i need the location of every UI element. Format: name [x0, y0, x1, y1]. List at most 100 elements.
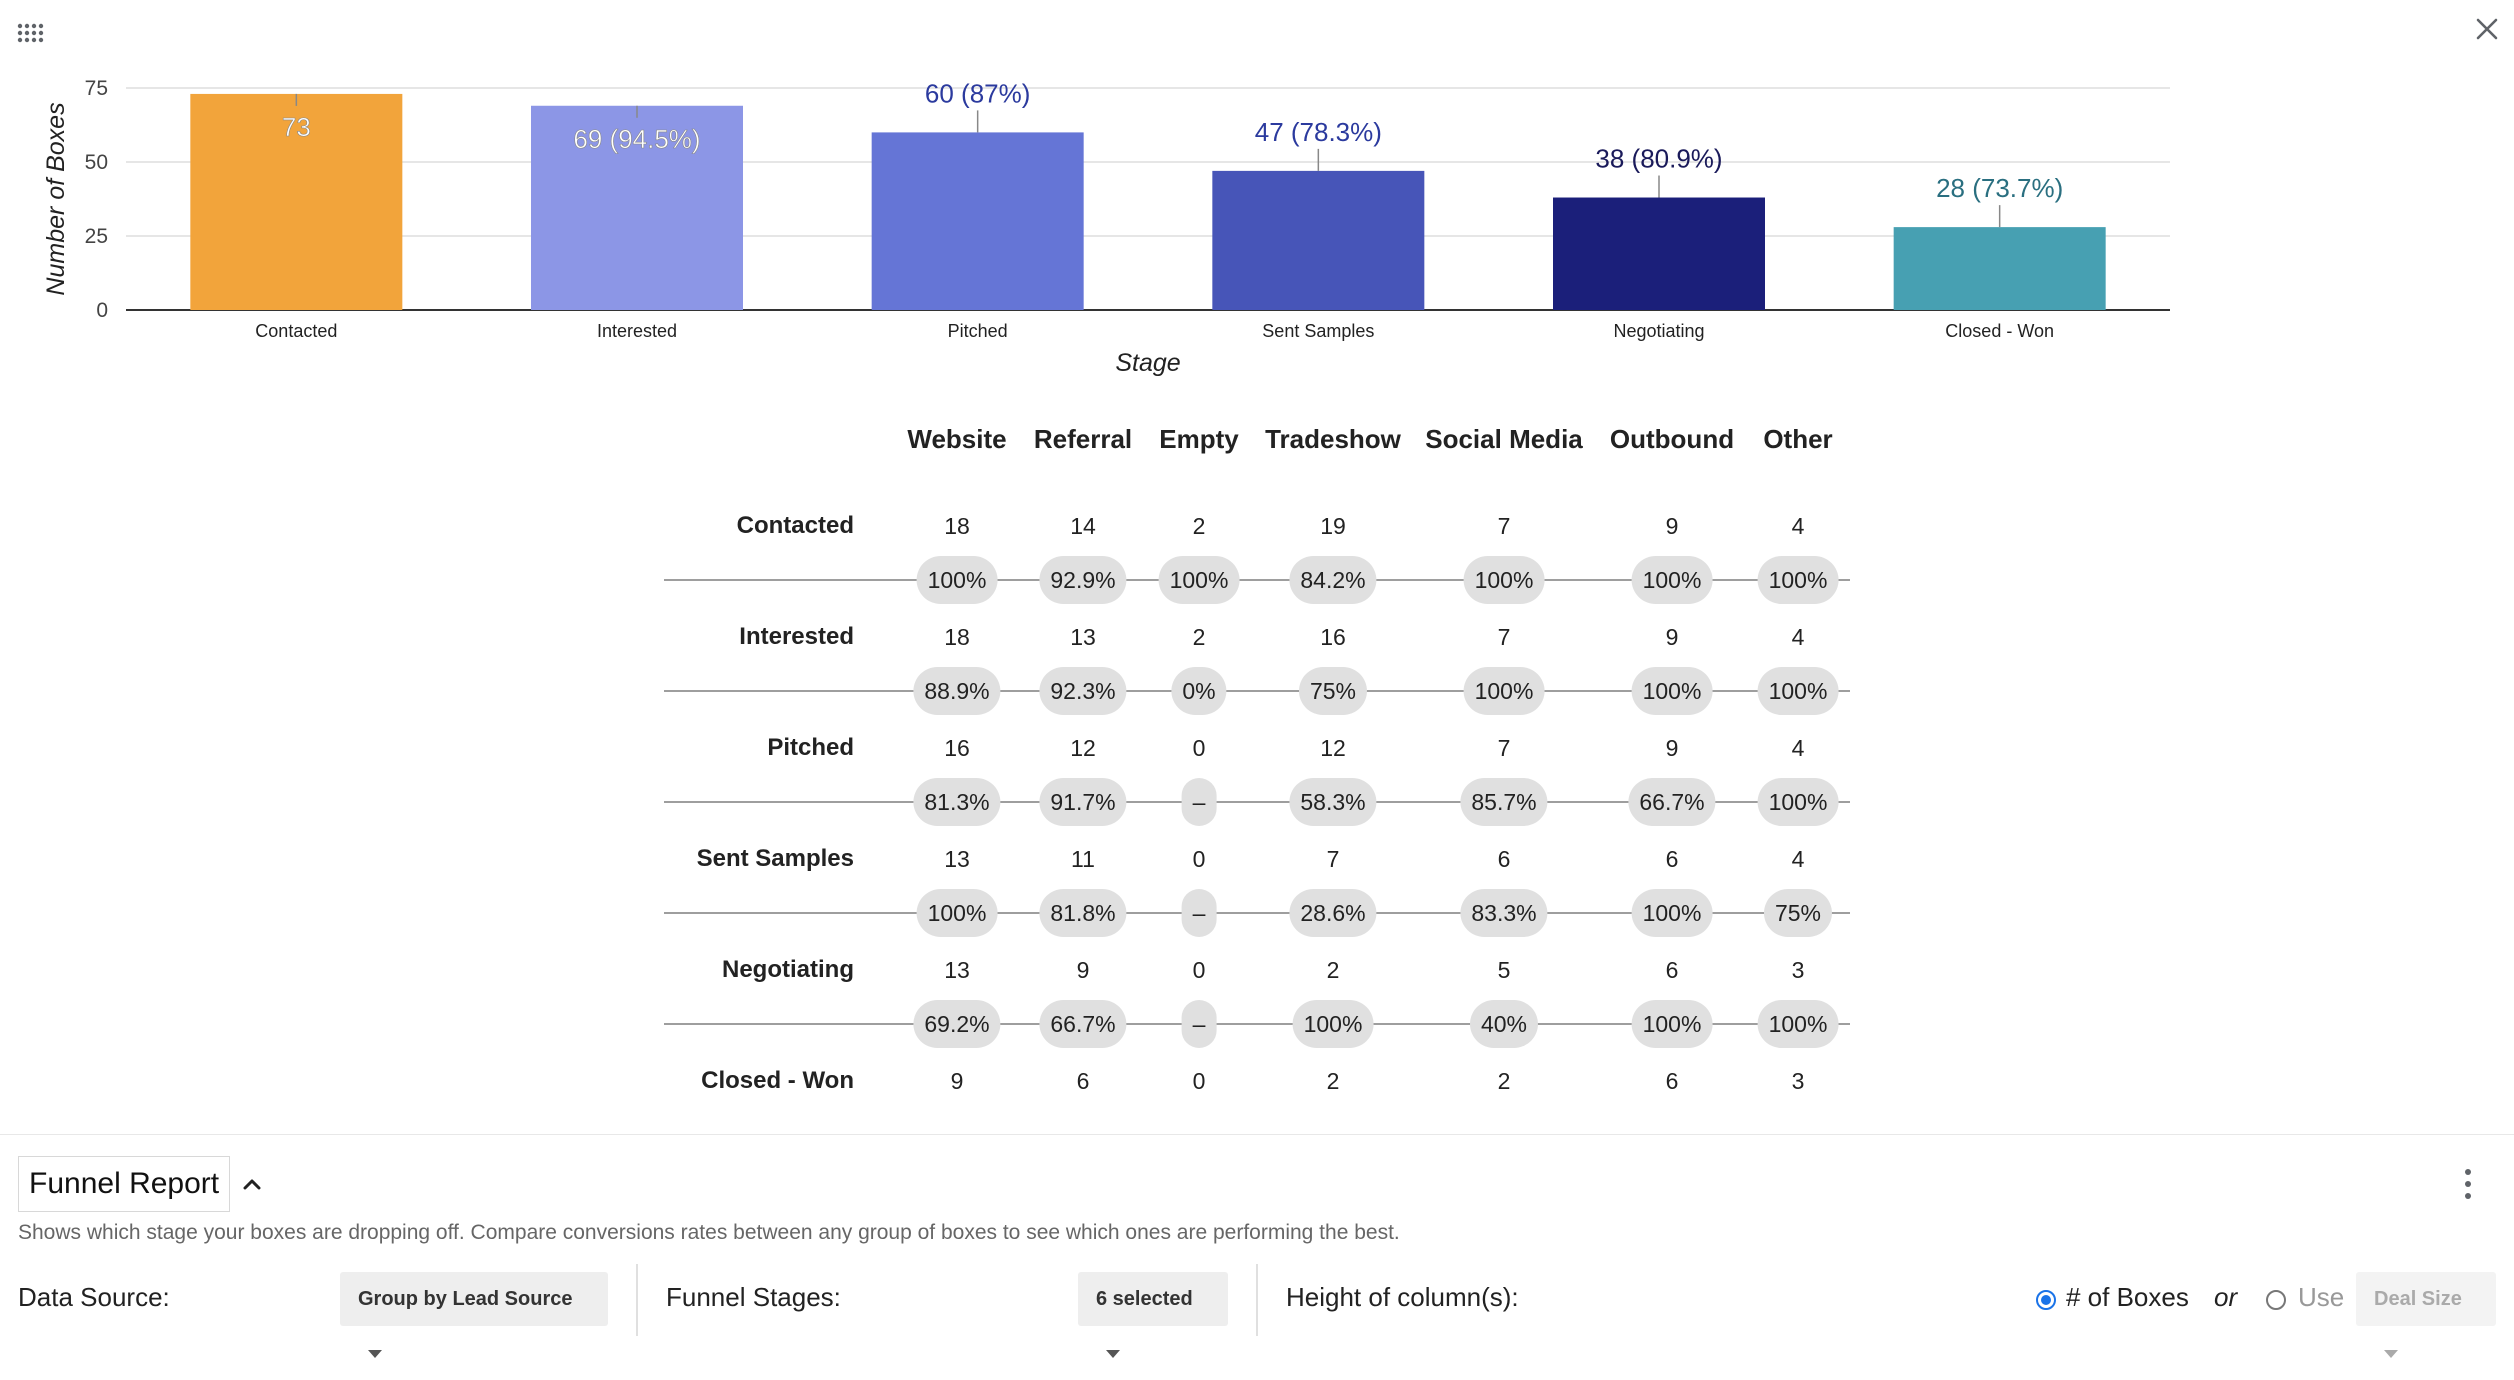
row-label: Contacted [736, 512, 854, 539]
row-label: Interested [739, 623, 854, 650]
data-label: 69 (94.5%) [573, 124, 700, 154]
count-cell: 9 [1665, 513, 1679, 539]
count-cell: 2 [1497, 1068, 1511, 1094]
x-tick-label: Negotiating [1613, 321, 1704, 341]
conversion-rate-pill: 100% [1757, 778, 1839, 826]
conversion-rate-pill: 100% [1463, 556, 1545, 604]
conversion-rate-pill: 100% [1631, 667, 1713, 715]
count-cell: 9 [1076, 957, 1090, 983]
x-tick-label: Closed - Won [1945, 321, 2054, 341]
funnel-stages-dropdown[interactable]: 6 selected [1078, 1272, 1228, 1358]
x-tick-label: Pitched [948, 321, 1008, 341]
count-cell: 6 [1665, 1068, 1679, 1094]
column-header: Tradeshow [1265, 424, 1401, 454]
count-cell: 18 [944, 624, 970, 650]
data-source-dropdown[interactable]: Group by Lead Source [340, 1272, 608, 1358]
more-vert-icon[interactable] [2454, 1166, 2482, 1202]
caret-down-icon [368, 1349, 382, 1358]
conversion-rate-pill: 91.7% [1039, 778, 1127, 826]
count-cell: 7 [1497, 735, 1511, 761]
row-label: Closed - Won [701, 1067, 854, 1094]
count-cell: 0 [1192, 957, 1206, 983]
count-cell: 14 [1070, 513, 1096, 539]
bar [1893, 227, 2106, 310]
connector-line [664, 579, 1850, 581]
conversion-rate-pill: 81.8% [1039, 889, 1127, 937]
count-cell: 11 [1071, 846, 1095, 872]
conversion-rate-pill: 69.2% [913, 1000, 1001, 1048]
x-tick-label: Interested [597, 321, 677, 341]
funnel-stages-value: 6 selected [1096, 1288, 1193, 1310]
count-cell: 2 [1192, 624, 1206, 650]
conversion-rate-pill: 0% [1171, 667, 1227, 715]
bar [871, 132, 1084, 310]
count-cell: 7 [1497, 513, 1511, 539]
count-cell: 2 [1326, 1068, 1340, 1094]
funnel-stages-label: Funnel Stages: [666, 1282, 841, 1312]
column-header: Other [1763, 424, 1833, 454]
height-label: Height of column(s): [1286, 1282, 1519, 1312]
y-tick-label: 75 [85, 77, 108, 100]
data-label: 73 [282, 112, 311, 142]
use-option-label[interactable]: Use [2298, 1282, 2345, 1312]
report-title[interactable]: Funnel Report [18, 1156, 231, 1212]
count-cell: 13 [944, 957, 970, 983]
count-cell: 6 [1665, 846, 1679, 872]
count-cell: 0 [1192, 735, 1206, 761]
connector-line [664, 1023, 1850, 1025]
data-source-label: Data Source: [18, 1282, 170, 1312]
count-cell: 18 [944, 513, 970, 539]
count-cell: 7 [1497, 624, 1511, 650]
count-cell: 16 [1320, 624, 1346, 650]
y-axis-title: Number of Boxes [42, 102, 70, 295]
conversion-rate-pill: – [1181, 1000, 1217, 1048]
boxes-option-label[interactable]: # of Boxes [2066, 1282, 2189, 1312]
conversion-rate-pill: 81.3% [913, 778, 1001, 826]
divider [636, 1264, 638, 1336]
caret-down-icon [2384, 1349, 2398, 1358]
conversion-rate-pill: – [1181, 889, 1217, 937]
row-label: Sent Samples [696, 845, 854, 872]
row-label: Pitched [767, 734, 854, 761]
count-cell: 0 [1192, 846, 1206, 872]
row-label: Negotiating [722, 956, 854, 983]
conversion-rate-pill: 100% [1631, 1000, 1713, 1048]
apps-grid-icon[interactable] [16, 18, 48, 50]
bar [1212, 170, 1425, 310]
funnel-bar-chart: 0 25 50 75 Contacted 73 Interested 69 (94.5%) Pi… [42, 77, 2170, 377]
x-tick-label: Contacted [255, 321, 337, 341]
data-source-value: Group by Lead Source [358, 1288, 573, 1310]
count-cell: 9 [950, 1068, 964, 1094]
count-cell: 2 [1192, 513, 1206, 539]
count-cell: 4 [1791, 513, 1805, 539]
chevron-up-icon[interactable] [238, 1170, 266, 1198]
caret-down-icon [1106, 1349, 1120, 1358]
x-tick-label: Sent Samples [1262, 321, 1374, 341]
bar [1553, 197, 1765, 310]
count-cell: 13 [944, 846, 970, 872]
conversion-rate-pill: 84.2% [1289, 556, 1377, 604]
count-cell: 13 [1070, 624, 1096, 650]
count-cell: 5 [1497, 957, 1511, 983]
conversion-rate-pill: 100% [1631, 556, 1713, 604]
count-cell: 3 [1791, 1068, 1805, 1094]
count-cell: 12 [1070, 735, 1096, 761]
column-header: Website [907, 424, 1007, 454]
bar [190, 93, 403, 310]
count-cell: 19 [1320, 513, 1346, 539]
deal-size-dropdown[interactable]: Deal Size [2356, 1272, 2496, 1358]
close-icon[interactable] [2470, 12, 2504, 46]
conversion-rate-pill: 28.6% [1289, 889, 1377, 937]
conversion-matrix [0, 400, 2514, 1120]
boxes-radio[interactable] [2036, 1290, 2056, 1310]
report-description: Shows which stage your boxes are droppin… [18, 1221, 1400, 1244]
conversion-rate-pill: 58.3% [1289, 778, 1377, 826]
conversion-rate-pill: 100% [916, 889, 998, 937]
conversion-rate-pill: – [1181, 778, 1217, 826]
use-radio[interactable] [2266, 1290, 2286, 1310]
column-header: Empty [1159, 424, 1239, 454]
bar [531, 105, 743, 310]
deal-size-value: Deal Size [2374, 1288, 2462, 1310]
conversion-rate-pill: 66.7% [1039, 1000, 1127, 1048]
count-cell: 12 [1320, 735, 1346, 761]
